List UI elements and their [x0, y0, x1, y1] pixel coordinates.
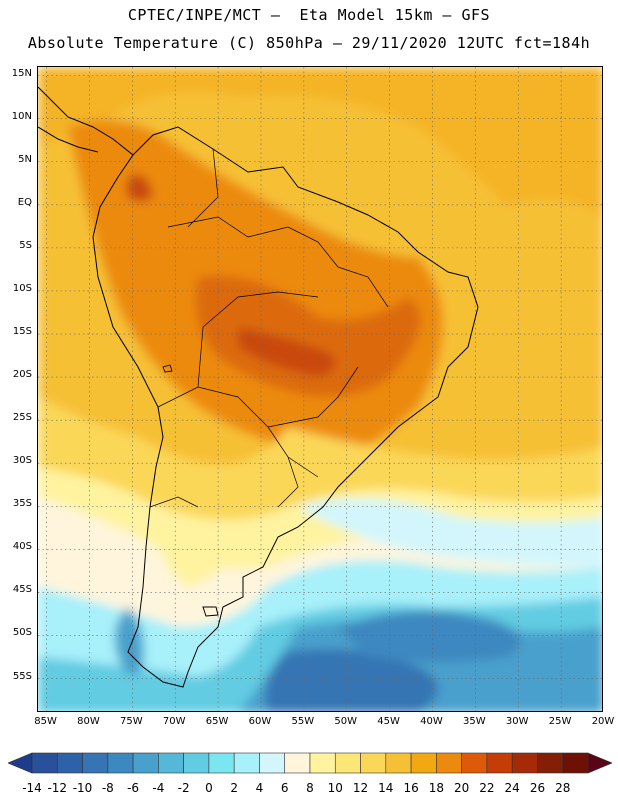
colorbar-box — [562, 752, 589, 774]
colorbar-tick-label: -14 — [22, 781, 42, 795]
colorbar-tick-label: 28 — [555, 781, 571, 795]
lat-tick-label: 5S — [19, 239, 32, 251]
colorbar-box — [233, 752, 260, 774]
lat-tick-label: 10S — [12, 282, 32, 294]
lon-tick-label: 70W — [162, 716, 186, 727]
lat-tick-label: 30S — [12, 455, 32, 467]
colorbar-tick-label: 0 — [205, 781, 213, 795]
colorbar-box — [132, 752, 159, 774]
lat-tick-label: 50S — [12, 627, 32, 639]
chart-title-line2: Absolute Temperature (C) 850hPa – 29/11/… — [27, 34, 591, 52]
colorbar-box — [183, 752, 210, 774]
central-america-coastline — [38, 86, 134, 156]
lake-titicaca — [162, 364, 173, 373]
lat-tick-label: EQ — [17, 196, 32, 208]
field-core-24 — [238, 327, 336, 377]
colorbar-tick-label: -8 — [101, 781, 114, 795]
country-borders — [149, 148, 389, 508]
lon-tick-label: 60W — [248, 716, 272, 727]
colorbar-tick-label: 2 — [230, 781, 238, 795]
lon-tick-label: 40W — [420, 716, 443, 727]
colorbar-box — [56, 752, 83, 774]
colorbar-box — [511, 752, 538, 774]
colorbar-tick-label: 20 — [453, 781, 470, 795]
colorbar-tick-label: 26 — [529, 781, 546, 795]
colorbar-tick-label: -12 — [47, 781, 68, 795]
falkland-islands — [202, 606, 219, 617]
colorbar-max-arrow — [587, 752, 612, 774]
colorbar-box — [284, 752, 311, 774]
colorbar-box — [334, 752, 361, 774]
colorbar-tick-label: -6 — [127, 781, 140, 795]
colorbar-box — [309, 752, 336, 774]
colorbar-box — [486, 752, 513, 774]
lon-tick-label: 20W — [591, 716, 615, 727]
lat-tick-label: 15S — [12, 326, 32, 337]
lat-tick-label: 55S — [12, 670, 32, 682]
temperature-map[interactable] — [37, 66, 603, 712]
colorbar-tick-label: 24 — [504, 781, 520, 795]
colorbar-tick-label: 18 — [428, 781, 444, 795]
colorbar-box — [31, 752, 58, 774]
lon-tick-label: 45W — [377, 716, 400, 727]
colorbar-tick-label: -10 — [72, 781, 93, 795]
coastlines — [38, 86, 479, 688]
lat-tick-label: 20S — [12, 369, 32, 381]
lon-tick-label: 65W — [205, 716, 229, 727]
colorbar-tick-label: 4 — [255, 781, 264, 795]
colorbar-box — [208, 752, 235, 774]
lon-tick-label: 75W — [120, 716, 143, 727]
lon-tick-label: 25W — [548, 716, 572, 727]
colorbar-tick-label: 16 — [403, 781, 419, 795]
colorbar-tick-label: -2 — [177, 781, 190, 795]
field-minus8 — [265, 649, 438, 711]
field-patagonia-cold — [114, 607, 144, 675]
colorbar — [8, 752, 612, 774]
lat-tick-label: 15N — [11, 67, 32, 79]
colorbar-box — [82, 752, 109, 774]
map-canvas — [38, 67, 602, 711]
field-minus6 — [338, 610, 521, 662]
colorbar-box — [385, 752, 412, 774]
chart-title-line1: CPTEC/INPE/MCT – Eta Model 15km – GFS — [127, 6, 491, 24]
lat-tick-label: 40S — [12, 541, 32, 553]
temperature-fields — [38, 67, 602, 711]
lon-tick-label: 85W — [34, 716, 57, 727]
colorbar-tick-label: 6 — [280, 781, 289, 795]
lat-tick-label: 35S — [12, 498, 32, 510]
field-core-22 — [195, 275, 421, 397]
lon-tick-label: 35W — [463, 716, 486, 727]
colorbar-box — [410, 752, 437, 774]
colorbar-box — [259, 752, 286, 774]
colorbar-tick-label: 10 — [327, 781, 343, 795]
colorbar-tick-label: 8 — [306, 781, 314, 795]
colorbar-box — [537, 752, 564, 774]
field-6-east — [298, 499, 602, 567]
lon-tick-label: 80W — [77, 716, 100, 727]
colorbar-min-arrow — [8, 752, 33, 774]
lat-tick-label: 5N — [18, 153, 32, 165]
colorbar-tick-label: 22 — [479, 781, 495, 795]
colorbar-box — [158, 752, 184, 774]
lat-tick-label: 10N — [11, 110, 32, 122]
colorbar-box — [107, 752, 134, 774]
south-america-coastline — [92, 126, 479, 688]
colorbar-tick-label: -4 — [152, 781, 165, 795]
field-colombia-24 — [126, 174, 153, 202]
colorbar-box — [461, 752, 488, 774]
colorbar-box — [360, 752, 387, 774]
colorbar-tick-label: 12 — [352, 781, 369, 795]
colorbar-tick-label: 14 — [378, 781, 394, 795]
lon-tick-label: 55W — [291, 716, 315, 727]
colorbar-box — [436, 752, 462, 774]
lat-tick-label: 25S — [12, 412, 32, 424]
lon-tick-label: 30W — [505, 716, 529, 727]
field-north-16-18 — [38, 67, 602, 216]
lat-tick-label: 45S — [12, 584, 32, 596]
lon-tick-label: 50W — [334, 716, 358, 727]
